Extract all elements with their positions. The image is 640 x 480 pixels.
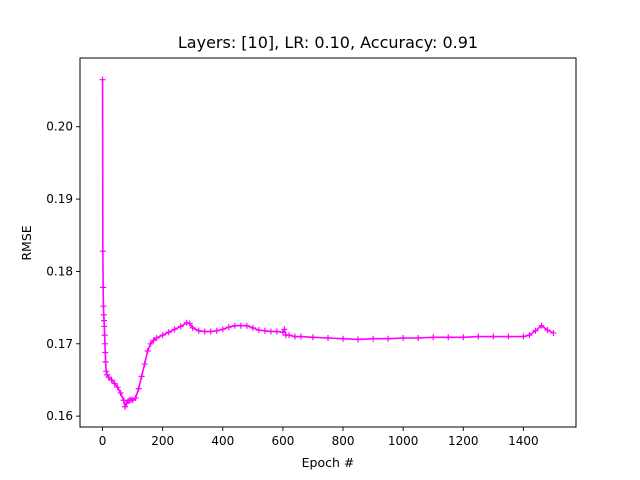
data-point-marker xyxy=(285,332,292,339)
data-point-marker xyxy=(189,324,196,331)
series-layer xyxy=(99,76,557,410)
data-point-marker xyxy=(532,327,539,334)
data-point-marker xyxy=(538,322,545,329)
data-point-marker xyxy=(544,327,551,334)
data-point-marker xyxy=(505,333,512,340)
x-tick-label: 600 xyxy=(271,434,294,448)
axis-ticks: 0 200 400 600 800 1000 1200 1400 0.16 0.17 0.18 0.1… xyxy=(46,120,538,448)
x-tick-label: 1000 xyxy=(388,434,419,448)
data-point-marker xyxy=(201,328,208,335)
data-point-marker xyxy=(99,76,106,83)
data-point-marker xyxy=(261,327,268,334)
data-point-marker xyxy=(132,395,139,402)
data-point-marker xyxy=(267,328,274,335)
data-point-marker xyxy=(340,335,347,342)
data-point-marker xyxy=(101,340,108,347)
plot-frame xyxy=(79,57,577,428)
data-point-marker xyxy=(297,333,304,340)
data-point-marker xyxy=(370,335,377,342)
data-point-marker xyxy=(114,384,121,391)
data-point-marker xyxy=(150,337,157,344)
data-point-marker xyxy=(101,332,108,339)
data-point-marker xyxy=(213,327,220,334)
x-tick-label: 400 xyxy=(211,434,234,448)
data-point-marker xyxy=(490,333,497,340)
data-point-marker xyxy=(100,284,107,291)
data-point-marker xyxy=(101,317,108,324)
x-tick-label: 800 xyxy=(332,434,355,448)
data-point-marker xyxy=(231,322,238,329)
data-point-marker xyxy=(186,320,193,327)
data-point-marker xyxy=(144,348,151,355)
data-point-marker xyxy=(171,326,178,333)
data-point-marker xyxy=(105,374,112,381)
data-point-marker xyxy=(225,324,232,331)
y-tick-label: 0.20 xyxy=(46,120,73,134)
data-point-marker xyxy=(460,334,467,341)
data-point-marker xyxy=(237,322,244,329)
data-point-marker xyxy=(108,376,115,383)
data-point-marker xyxy=(325,335,331,342)
data-point-marker xyxy=(249,324,256,331)
data-point-marker xyxy=(445,334,452,341)
data-point-marker xyxy=(177,323,184,330)
data-point-marker xyxy=(309,334,316,341)
data-point-marker xyxy=(102,358,109,365)
x-axis-label: Epoch # xyxy=(302,455,355,470)
data-point-marker xyxy=(102,349,109,356)
data-point-marker xyxy=(138,373,145,380)
data-point-marker xyxy=(475,333,482,340)
chart-title: Layers: [10], LR: 0.10, Accuracy: 0.91 xyxy=(178,33,478,52)
data-point-marker xyxy=(430,334,437,341)
y-tick-label: 0.19 xyxy=(46,192,73,206)
data-point-marker xyxy=(100,303,107,310)
y-tick-label: 0.18 xyxy=(46,264,73,278)
data-point-marker xyxy=(165,329,172,336)
data-point-marker xyxy=(141,361,148,368)
y-tick-label: 0.17 xyxy=(46,337,73,351)
data-point-marker xyxy=(129,397,136,404)
data-point-marker xyxy=(281,326,288,333)
y-tick-label: 0.16 xyxy=(46,409,73,423)
data-point-marker xyxy=(415,335,422,342)
data-point-marker xyxy=(159,332,166,339)
data-point-marker xyxy=(99,248,106,255)
data-point-marker xyxy=(100,311,107,318)
data-point-marker xyxy=(183,319,190,326)
data-point-marker xyxy=(153,335,160,342)
data-point-marker xyxy=(135,385,142,392)
data-point-marker xyxy=(291,333,298,340)
data-point-marker xyxy=(385,335,392,342)
x-tick-label: 1400 xyxy=(508,434,539,448)
data-point-marker xyxy=(147,340,154,347)
data-point-marker xyxy=(219,326,226,333)
data-point-marker xyxy=(243,322,250,329)
data-point-marker xyxy=(207,328,214,335)
data-point-marker xyxy=(273,328,280,335)
x-tick-label: 1200 xyxy=(448,434,479,448)
data-point-marker xyxy=(550,329,557,336)
data-point-marker xyxy=(120,397,127,404)
x-tick-label: 0 xyxy=(99,434,107,448)
data-point-marker xyxy=(122,403,129,410)
y-axis-label: RMSE xyxy=(19,225,34,260)
data-point-marker xyxy=(195,327,202,334)
x-tick-label: 200 xyxy=(151,434,174,448)
data-point-marker xyxy=(111,380,118,387)
data-point-marker xyxy=(520,333,527,340)
data-point-marker xyxy=(101,323,108,330)
data-point-marker xyxy=(117,389,124,396)
data-point-marker xyxy=(526,332,533,339)
data-point-marker xyxy=(355,336,362,343)
data-point-marker xyxy=(103,368,110,375)
data-point-marker xyxy=(400,335,407,342)
data-point-marker xyxy=(255,327,262,334)
